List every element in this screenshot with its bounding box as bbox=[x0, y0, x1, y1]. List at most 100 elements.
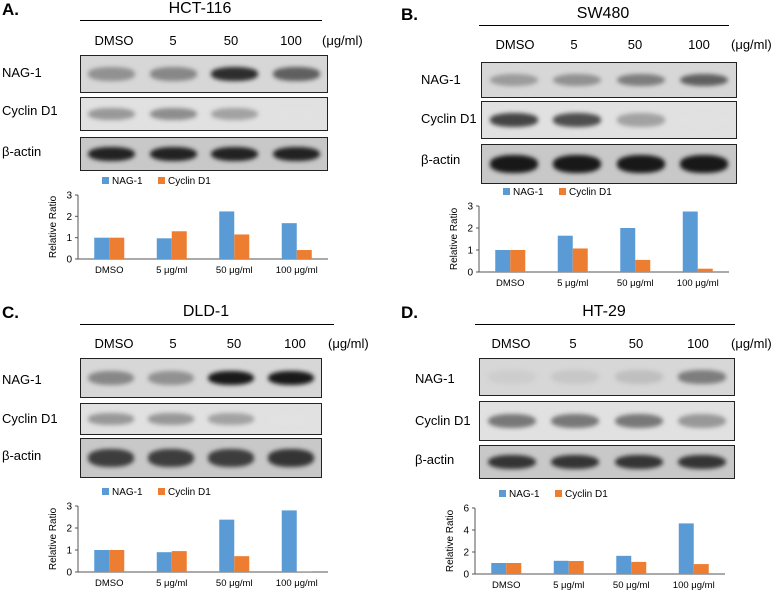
title-underline bbox=[475, 324, 735, 325]
blot-band bbox=[268, 370, 314, 386]
bar bbox=[693, 564, 709, 574]
blot-band bbox=[489, 155, 538, 173]
row-label-nag1: NAG-1 bbox=[2, 65, 42, 80]
y-tick-label: 1 bbox=[467, 246, 473, 257]
legend-label: Cyclin D1 bbox=[168, 487, 211, 498]
blot-band bbox=[272, 146, 320, 162]
unit-label: (μg/ml) bbox=[322, 33, 363, 48]
legend-label: NAG-1 bbox=[112, 176, 143, 187]
blot-band bbox=[88, 146, 136, 162]
bar bbox=[234, 234, 250, 259]
blot-nag1 bbox=[479, 358, 735, 396]
lane-label: 100 bbox=[284, 336, 306, 351]
row-label-actin: β-actin bbox=[421, 152, 461, 167]
blot-band bbox=[616, 113, 665, 127]
y-tick-label: 3 bbox=[467, 202, 473, 213]
y-tick-label: 2 bbox=[66, 212, 72, 223]
blot-band bbox=[148, 413, 194, 425]
x-tick-label: DMSO bbox=[496, 278, 525, 289]
y-tick-label: 1 bbox=[66, 546, 72, 557]
blot-band bbox=[88, 370, 134, 386]
blot-band bbox=[487, 454, 536, 470]
y-axis-title: Relative Ratio bbox=[48, 507, 59, 570]
lane-label: 5 bbox=[169, 33, 177, 48]
y-axis-title: Relative Ratio bbox=[449, 207, 460, 270]
blot-band bbox=[148, 449, 194, 467]
blot-band bbox=[148, 370, 194, 386]
blot-band bbox=[678, 413, 727, 429]
cell-line-title: HT-29 bbox=[582, 303, 626, 320]
row-label-nag1: NAG-1 bbox=[2, 372, 42, 387]
x-tick-label: DMSO bbox=[492, 580, 521, 591]
bar bbox=[553, 560, 569, 574]
blot-band bbox=[208, 370, 254, 386]
lane-label: 50 bbox=[223, 33, 239, 48]
blot-band bbox=[614, 413, 663, 429]
blot-nag1 bbox=[80, 358, 322, 398]
legend-swatch bbox=[158, 488, 165, 495]
blot-band bbox=[88, 449, 134, 467]
x-tick-label: 100 μg/ml bbox=[276, 265, 318, 276]
panel-letter: C. bbox=[2, 303, 19, 322]
bar bbox=[506, 563, 522, 574]
blot-band bbox=[88, 67, 136, 81]
title-underline bbox=[479, 25, 729, 26]
blot-nag1 bbox=[80, 55, 328, 93]
blot-band bbox=[211, 67, 259, 81]
blot-band bbox=[553, 73, 602, 87]
bar bbox=[296, 250, 312, 259]
lane-label: 100 bbox=[687, 336, 709, 351]
blot-nag1 bbox=[481, 62, 737, 98]
blot-band bbox=[553, 113, 602, 127]
x-tick-label: 5 μg/ml bbox=[156, 265, 187, 276]
lane-label: DMSO bbox=[495, 37, 535, 52]
bar bbox=[281, 223, 297, 259]
bar bbox=[572, 248, 588, 272]
blot-band bbox=[489, 113, 538, 127]
legend-label: NAG-1 bbox=[509, 489, 540, 500]
bar bbox=[635, 259, 651, 272]
blot-band bbox=[553, 155, 602, 173]
row-label-nag1: NAG-1 bbox=[421, 72, 461, 87]
x-tick-label: 100 μg/ml bbox=[673, 580, 715, 591]
lane-label: 5 bbox=[570, 37, 578, 52]
bar bbox=[109, 550, 125, 572]
legend-label: NAG-1 bbox=[112, 487, 143, 498]
panel-letter: D. bbox=[401, 303, 418, 322]
bar bbox=[678, 523, 694, 574]
cell-line-title: SW480 bbox=[576, 5, 630, 22]
x-tick-label: 5 μg/ml bbox=[156, 578, 187, 589]
bar bbox=[171, 231, 187, 259]
blot-band bbox=[208, 449, 254, 467]
blot-beta-actin bbox=[80, 438, 322, 478]
blot-band bbox=[272, 67, 320, 81]
blot-band bbox=[614, 454, 663, 470]
blot-band bbox=[272, 107, 320, 121]
blot-band bbox=[211, 107, 259, 121]
panel-letter: A. bbox=[2, 0, 19, 19]
blot-band bbox=[551, 413, 600, 429]
legend-swatch bbox=[559, 188, 566, 195]
title-underline bbox=[80, 324, 334, 325]
bar bbox=[219, 519, 235, 572]
row-label-actin: β-actin bbox=[2, 144, 42, 159]
legend-swatch bbox=[102, 488, 109, 495]
x-tick-label: 100 μg/ml bbox=[276, 578, 318, 589]
bar bbox=[631, 561, 647, 574]
lane-label: 5 bbox=[569, 336, 577, 351]
blot-band bbox=[487, 413, 536, 429]
legend-swatch bbox=[158, 177, 165, 184]
y-tick-label: 2 bbox=[463, 548, 469, 559]
y-tick-label: 0 bbox=[66, 255, 72, 266]
blot-band bbox=[88, 107, 136, 121]
panel-d: D. HT-29 DMSO 5 50 100 (μg/ml) NAG-1 Cyc… bbox=[389, 300, 778, 601]
row-label-cyclin: Cyclin D1 bbox=[415, 413, 471, 428]
y-tick-label: 3 bbox=[66, 502, 72, 513]
x-tick-label: 5 μg/ml bbox=[553, 580, 584, 591]
row-label-cyclin: Cyclin D1 bbox=[2, 103, 58, 118]
bar bbox=[234, 556, 250, 572]
blot-beta-actin bbox=[481, 144, 737, 184]
blot-band bbox=[208, 413, 254, 425]
panel-b: B. SW480 DMSO 5 50 100 (μg/ml) NAG-1 Cyc… bbox=[389, 0, 778, 300]
blot-band bbox=[616, 73, 665, 87]
